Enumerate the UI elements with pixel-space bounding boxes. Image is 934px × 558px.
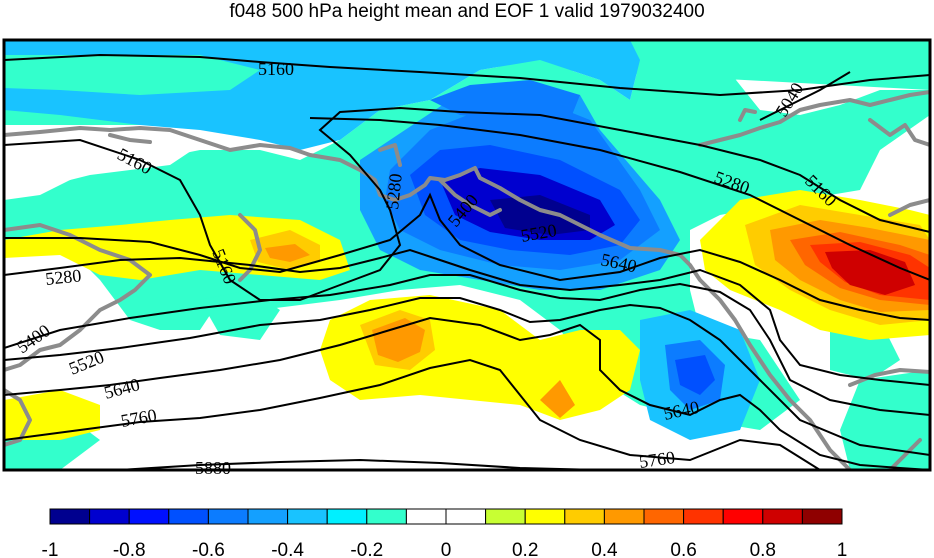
colorbar-tick-label: 0.2 [512, 540, 538, 558]
contour-label: 5280 [44, 265, 82, 289]
colorbar-swatch [49, 508, 91, 525]
colorbar-swatch [722, 508, 764, 525]
colorbar-swatch [762, 508, 803, 525]
contour-label: 5880 [195, 458, 231, 478]
colorbar: -1 -0.8 -0.6 -0.4 -0.2 0 0.2 0.4 0.6 0.8 1 [42, 508, 848, 558]
colorbar-tick-label: 0 [441, 540, 452, 558]
colorbar-swatch [247, 508, 289, 525]
colorbar-tick-label: -0.6 [192, 540, 225, 558]
colorbar-swatch [485, 508, 526, 525]
colorbar-swatch [445, 508, 487, 525]
colorbar-tick-label: 0.6 [670, 540, 696, 558]
colorbar-swatch [287, 508, 328, 525]
colorbar-swatch [207, 508, 249, 525]
colorbar-swatch [643, 508, 685, 525]
map-frame [2, 38, 932, 472]
colorbar-swatch [168, 508, 209, 525]
colorbar-tick-label: -0.8 [113, 540, 146, 558]
height-contours [4, 53, 930, 470]
colorbar-swatch [683, 508, 724, 525]
colorbar-swatch [89, 508, 130, 525]
colorbar-tick-label: 1 [837, 540, 848, 558]
colorbar-tick-label: -1 [42, 540, 59, 558]
colorbar-tick-label: -0.2 [350, 540, 383, 558]
colorbar-swatch [128, 508, 170, 525]
colorbar-swatch [603, 508, 645, 525]
colorbar-swatch [326, 508, 368, 525]
colorbar-tick-label: 0.8 [750, 540, 776, 558]
colorbar-swatch [366, 508, 407, 525]
contour-label: 5760 [638, 447, 676, 472]
colorbar-swatch [405, 508, 447, 525]
shaded-anomaly-field [4, 40, 930, 470]
contour-label: 5160 [258, 59, 294, 79]
colorbar-tick-label: 0.4 [591, 540, 618, 558]
colorbar-swatch [564, 508, 605, 525]
contour-label: 5280 [382, 173, 406, 211]
colorbar-tick-label: -0.4 [271, 540, 304, 558]
colorbar-swatch [801, 508, 843, 525]
colorbar-swatch [524, 508, 566, 525]
plot-title: f048 500 hPa height mean and EOF 1 valid… [229, 1, 705, 22]
